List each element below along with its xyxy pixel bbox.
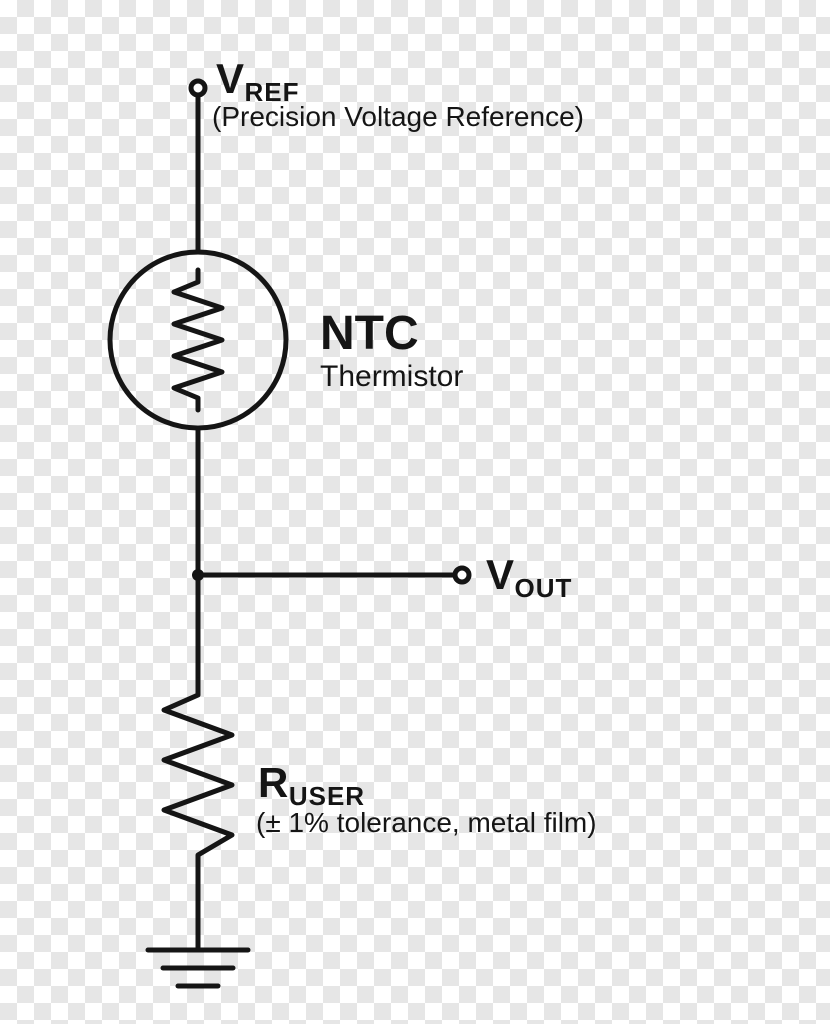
- vref-symbol: V: [216, 55, 245, 102]
- ruser-label: RUSER: [258, 760, 365, 806]
- ntc-subtitle: Thermistor: [320, 360, 463, 393]
- ntc-title: NTC: [320, 308, 419, 361]
- schematic-canvas: VREF (Precision Voltage Reference) NTC T…: [0, 0, 830, 1024]
- ruser-resistor: [164, 680, 232, 870]
- ruser-symbol: R: [258, 759, 289, 806]
- ruser-note: (± 1% tolerance, metal film): [256, 808, 597, 839]
- vout-label: VOUT: [486, 552, 572, 598]
- vout-subscript: OUT: [515, 573, 573, 603]
- vref-label: VREF: [216, 56, 300, 102]
- vout-terminal: [455, 568, 469, 582]
- vout-symbol: V: [486, 551, 515, 598]
- circuit-svg: [0, 0, 830, 1024]
- thermistor-zigzag: [174, 270, 222, 410]
- vref-note: (Precision Voltage Reference): [212, 102, 584, 133]
